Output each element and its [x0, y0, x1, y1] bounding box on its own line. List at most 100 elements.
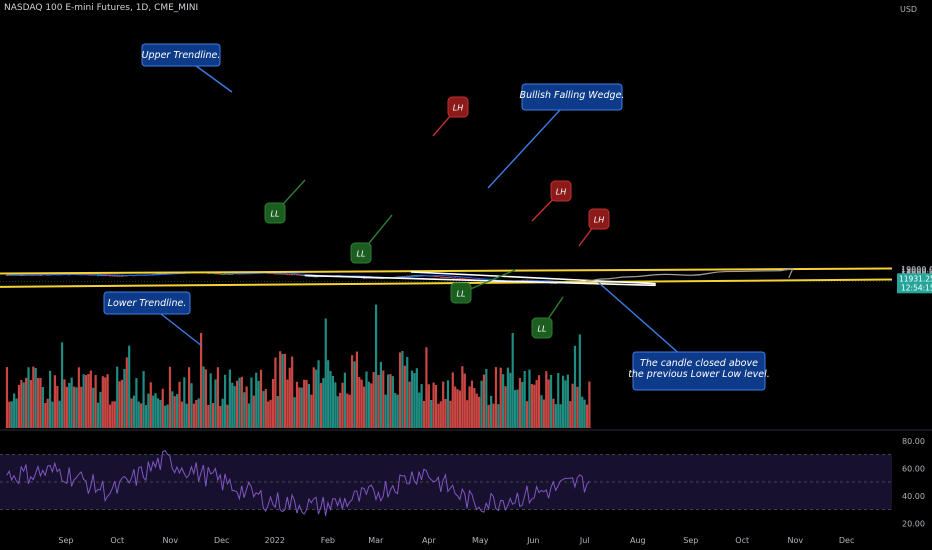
volume-bar	[68, 382, 71, 428]
volume-bar	[264, 389, 267, 428]
volume-bar	[199, 332, 203, 428]
time-axis-tick: Sep	[683, 536, 698, 545]
candle-body	[99, 275, 102, 277]
candle-body	[219, 273, 222, 275]
volume-bar	[202, 366, 205, 428]
volume-bar	[394, 393, 397, 428]
volume-bar	[415, 368, 418, 428]
time-axis-tick: Sep	[58, 536, 73, 545]
volume-bar	[525, 401, 529, 428]
candle-body	[111, 275, 114, 277]
volume-bar	[240, 376, 243, 428]
volume-bar	[185, 403, 188, 428]
candle-note-callout-box	[632, 351, 766, 391]
volume-bar	[209, 373, 212, 428]
volume-bar	[176, 394, 179, 428]
volume-bar	[132, 395, 136, 428]
price-axis-tick: 18000.00	[901, 266, 932, 275]
volume-bar	[480, 380, 483, 428]
candle-body	[118, 275, 121, 277]
candle-body	[300, 274, 303, 276]
candle-body	[403, 276, 406, 278]
volume-bar	[216, 367, 219, 428]
volume-bar	[271, 378, 275, 428]
volume-bar	[159, 399, 162, 428]
volume-bar	[334, 382, 337, 428]
candle-body	[274, 273, 277, 275]
candle-body	[104, 275, 107, 277]
volume-bar	[327, 360, 330, 428]
volume-bar	[331, 375, 335, 428]
volume-bar	[401, 351, 404, 428]
candle-body	[221, 273, 224, 275]
volume-bar	[152, 395, 155, 428]
candle-body	[408, 275, 411, 277]
candle-body	[398, 276, 402, 278]
candle-body	[432, 275, 435, 277]
volume-bar	[494, 367, 498, 428]
volume-bar	[84, 375, 88, 428]
volume-bar	[75, 387, 78, 428]
time-axis-tick: Nov	[787, 536, 803, 545]
volume-bar	[374, 304, 378, 428]
candle-body	[362, 277, 366, 279]
volume-bar	[549, 374, 553, 428]
lh-tag-1-text: LH	[453, 104, 463, 113]
candle-body	[410, 275, 414, 277]
volume-bar	[238, 377, 241, 428]
volume-bar	[319, 382, 323, 428]
volume-bar	[226, 404, 229, 428]
volume-bar	[214, 379, 217, 428]
volume-bar	[346, 393, 349, 428]
candle-body	[279, 273, 282, 275]
lower-trendline	[0, 278, 893, 288]
candle-body	[293, 274, 296, 276]
wedge-callout-box	[521, 83, 623, 111]
candle-body	[101, 275, 104, 277]
volume-bar	[542, 399, 545, 428]
candle-body	[106, 275, 109, 277]
volume-bar	[56, 386, 59, 428]
volume-bar	[386, 374, 390, 428]
volume-bar	[466, 400, 469, 428]
volume-bar	[533, 384, 536, 428]
lh-tag-2-box	[550, 180, 572, 202]
volume-bar	[463, 373, 466, 428]
volume-bar	[336, 396, 339, 428]
volume-bar	[511, 332, 514, 428]
volume-bar	[434, 384, 438, 428]
ll-tag-1-text: LL	[271, 210, 280, 219]
volume-bar	[437, 403, 440, 428]
candle-body	[530, 279, 533, 281]
volume-bar	[303, 379, 306, 428]
ll-tag-1-box	[264, 202, 286, 224]
volume-bar	[48, 370, 52, 428]
volume-bar	[573, 345, 577, 428]
upper-trendline	[0, 267, 893, 275]
time-axis-tick: Oct	[110, 536, 124, 545]
volume-bar	[245, 386, 248, 428]
time-axis-tick: May	[472, 536, 489, 545]
volume-bar	[190, 383, 193, 428]
volume-bar	[262, 391, 265, 428]
time-axis-tick: Dec	[214, 536, 229, 545]
volume-bar	[228, 369, 231, 428]
volume-bar	[147, 393, 150, 428]
ll-tag-3-box	[450, 282, 472, 304]
candle-body	[39, 274, 42, 276]
candle-body	[87, 274, 90, 276]
volume-bar	[456, 389, 459, 428]
volume-bar	[566, 374, 569, 428]
volume-bar	[29, 380, 33, 428]
volume-bar	[8, 401, 11, 428]
volume-bar	[422, 401, 426, 428]
volume-bar	[451, 372, 454, 428]
volume-bar	[305, 379, 308, 428]
candle-body	[413, 275, 416, 277]
candle-body	[281, 273, 284, 275]
wedge-callout-pointer	[487, 96, 573, 189]
volume-bar	[420, 384, 423, 428]
volume-bar	[384, 394, 387, 428]
candle-body	[96, 275, 100, 277]
